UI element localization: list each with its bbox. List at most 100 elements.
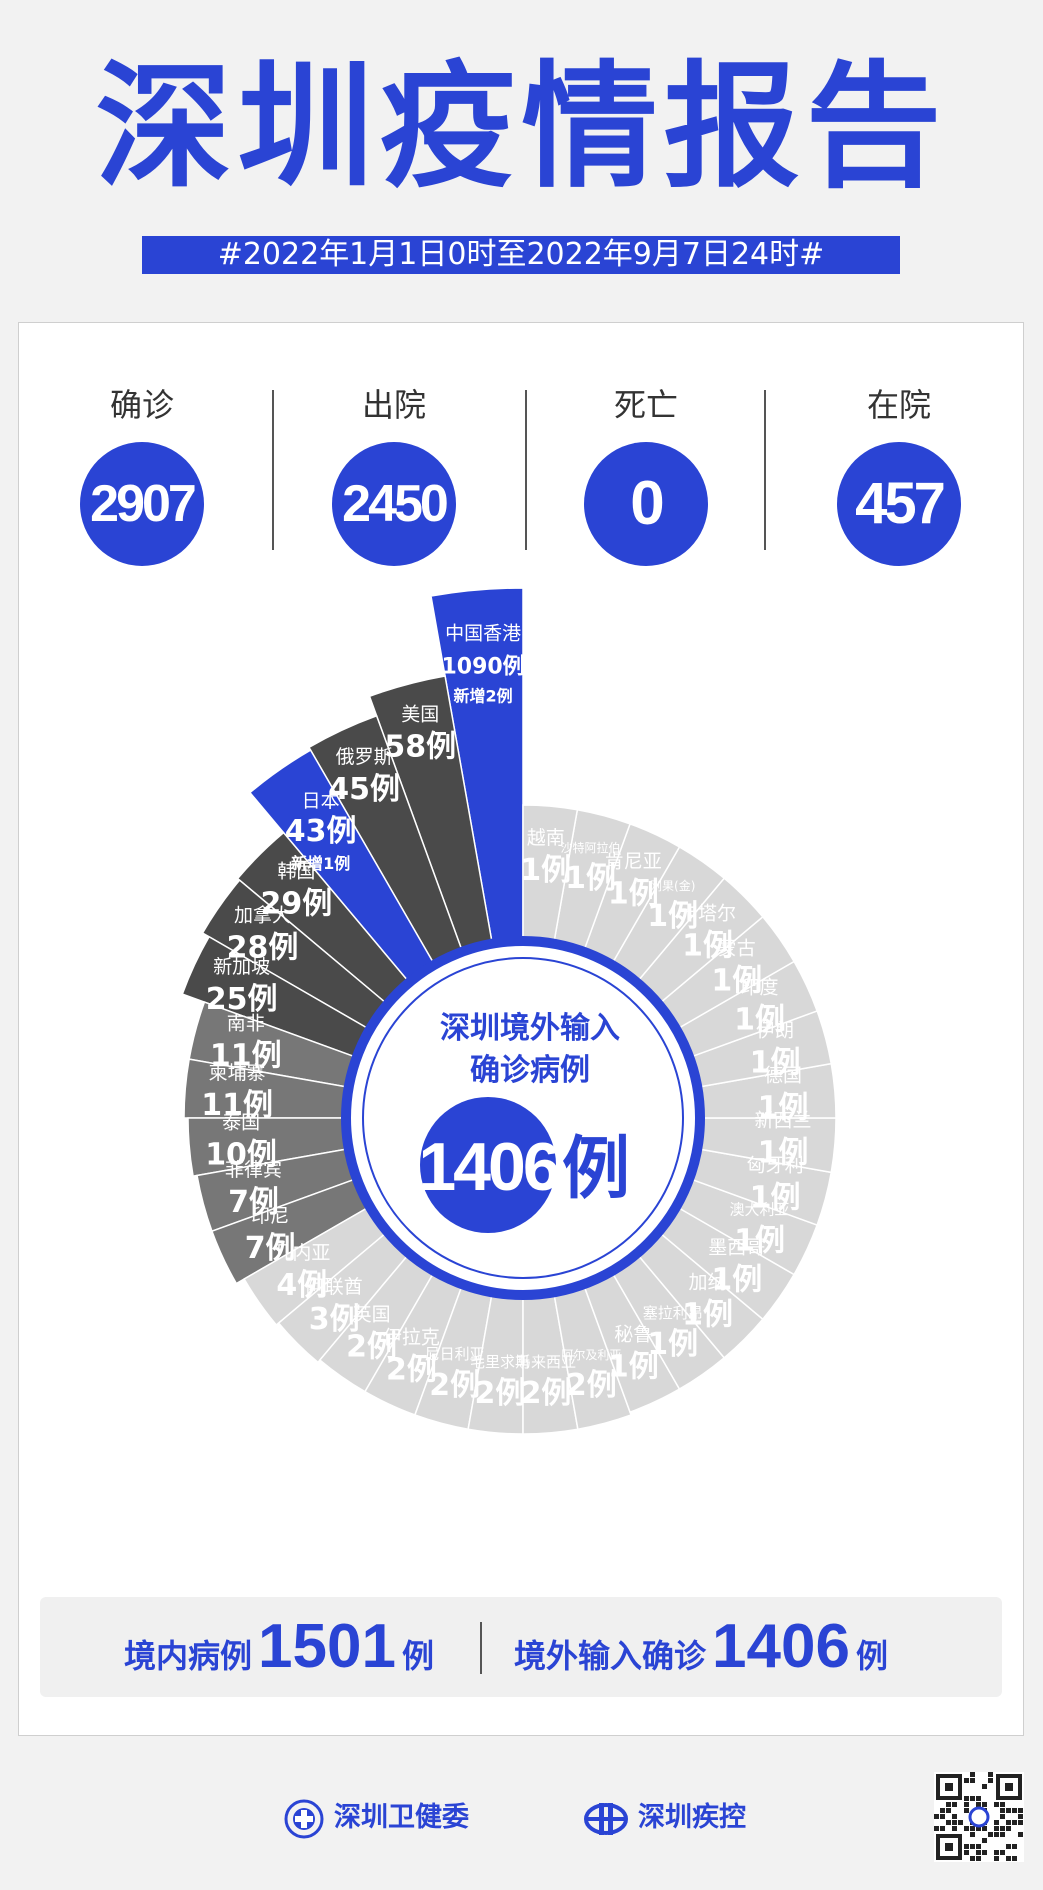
stat-label: 死亡: [613, 386, 678, 424]
sector-value-label: 29例: [260, 886, 332, 921]
center-inner-ring: [362, 957, 684, 1279]
summary-domestic-unit: 例: [401, 1637, 434, 1675]
center-line1: 深圳境外输入: [440, 1011, 620, 1046]
sector-value-label: 1例: [750, 1045, 801, 1080]
summary-divider: [480, 1622, 482, 1674]
sector-name-label: 俄罗斯: [336, 746, 393, 768]
stat-discharged: 出院 2450: [294, 380, 494, 566]
sector-name-label: 几内亚: [273, 1242, 330, 1264]
sector-name-label: 刚果(金): [650, 878, 695, 893]
sector-value-label: 1例: [711, 1263, 762, 1298]
sector-name-label: 澳大利亚: [730, 1200, 790, 1218]
summary-imported-value: 1406: [712, 1612, 850, 1681]
summary-domestic-value: 1501: [258, 1612, 396, 1681]
sector-name-label: 新加坡: [213, 956, 270, 978]
logo-label: 深圳疾控: [638, 1802, 746, 1833]
sector-name-label: 尼日利亚: [425, 1345, 485, 1363]
summary-imported-label: 境外输入确诊: [514, 1637, 707, 1675]
sector-name-label: 加纳: [689, 1272, 727, 1294]
sector-value-label: 2例: [475, 1376, 526, 1411]
sector-value-label: 1例: [750, 1181, 801, 1216]
sector-value-label: 1例: [647, 899, 698, 934]
stat-value: 0: [584, 442, 708, 566]
sector-name-label: 加拿大: [234, 904, 291, 927]
sector-value-label: 1例: [565, 861, 616, 896]
sector-value-label: 28例: [227, 931, 299, 966]
sector-name-label: 新西兰: [754, 1110, 811, 1132]
health-commission-emblem-icon: [284, 1799, 324, 1838]
sector-note-label: 新增1例: [291, 854, 350, 873]
logo-shenzhen-cdc: 深圳疾控: [584, 1796, 746, 1840]
stat-label: 在院: [866, 386, 931, 424]
sector-name-label: 英国: [353, 1303, 391, 1325]
center-line2: 确诊病例: [470, 1053, 590, 1088]
sector-name-label: 蒙古: [718, 937, 756, 959]
sector-value-label: 4例: [276, 1268, 327, 1303]
sector-value-label: 2例: [521, 1376, 572, 1411]
sector-name-label: 德国: [764, 1064, 802, 1086]
sector-name-label: 沙特阿拉伯: [561, 840, 621, 855]
sector-name-label: 越南: [527, 827, 565, 849]
sector-name-label: 印度: [741, 977, 779, 999]
qr-code-icon: [934, 1772, 1024, 1862]
stat-label: 确诊: [109, 386, 174, 424]
sector-value-label: 11例: [201, 1088, 273, 1123]
summary-imported: 境外输入确诊1406 例: [514, 1597, 888, 1697]
sector-note-label: 新增2例: [454, 687, 513, 706]
sector-value-label: 2例: [386, 1352, 437, 1387]
sector-name-label: 匈牙利: [747, 1155, 804, 1177]
sector-value-label: 2例: [346, 1329, 397, 1364]
sector-name-label: 马来西亚: [516, 1353, 576, 1371]
stat-hospitalized: 在院 457: [799, 380, 999, 566]
sector-name-label: 日本: [302, 790, 340, 812]
sector-name-label: 塞拉利昂: [643, 1304, 703, 1322]
sector-name-label: 肯尼亚: [605, 850, 662, 872]
sector-value-label: 1例: [608, 1350, 659, 1385]
summary-bar: [40, 1597, 1002, 1697]
summary-domestic-label: 境内病例: [124, 1637, 253, 1675]
summary-domestic: 境内病例1501 例: [124, 1597, 434, 1697]
sector-value-label: 1例: [647, 1327, 698, 1362]
sector-value-label: 45例: [328, 772, 400, 807]
divider: [272, 390, 274, 550]
stat-value: 2907: [80, 442, 204, 566]
sector-value-label: 1例: [711, 963, 762, 998]
stat-value: 2450: [332, 442, 456, 566]
sector-value-label: 1例: [682, 928, 733, 963]
logo-label: 深圳卫健委: [334, 1802, 469, 1833]
page-title: 深圳疫情报告: [95, 49, 948, 207]
divider: [764, 390, 766, 550]
sector-name-label: 泰国: [222, 1112, 260, 1134]
sector-value-label: 43例: [285, 814, 357, 849]
sector-value-label: 2例: [566, 1368, 617, 1403]
sector-value-label: 1例: [734, 1223, 785, 1258]
sector-value-label: 25例: [206, 982, 278, 1017]
sector-name-label: 毛里求斯: [470, 1353, 530, 1371]
sector-name-label: 美国: [401, 704, 439, 726]
sector-name-label: 柬埔寨: [209, 1062, 266, 1084]
sector-name-label: 韩国: [277, 860, 315, 882]
sector-value-label: 1例: [520, 853, 571, 888]
sector-value-label: 2例: [429, 1368, 480, 1403]
stat-deaths: 死亡 0: [546, 380, 746, 566]
sector-name-label: 南非: [227, 1013, 265, 1035]
stat-label: 出院: [361, 386, 426, 424]
center-unit: 例: [562, 1130, 630, 1209]
sector-name-label: 中国香港: [445, 623, 521, 645]
sector-value-label: 7例: [228, 1185, 279, 1220]
stat-value: 457: [837, 442, 961, 566]
sector-value-label: 1例: [758, 1090, 809, 1125]
sector-name-label: 阿联酋: [306, 1276, 363, 1298]
sector-value-label: 58例: [384, 730, 456, 765]
sector-value-label: 1例: [758, 1136, 809, 1171]
sector-name-label: 伊朗: [756, 1019, 794, 1041]
period-banner: #2022年1月1日0时至2022年9月7日24时#: [142, 236, 900, 274]
divider: [525, 390, 527, 550]
sector-name-label: 伊拉克: [383, 1326, 440, 1348]
center-value-badge: [420, 1097, 556, 1233]
sector-name-label: 墨西哥: [708, 1237, 765, 1259]
sector-value-label: 3例: [309, 1302, 360, 1337]
sector-value-label: 10例: [205, 1138, 277, 1173]
cdc-emblem-icon: [584, 1802, 628, 1835]
